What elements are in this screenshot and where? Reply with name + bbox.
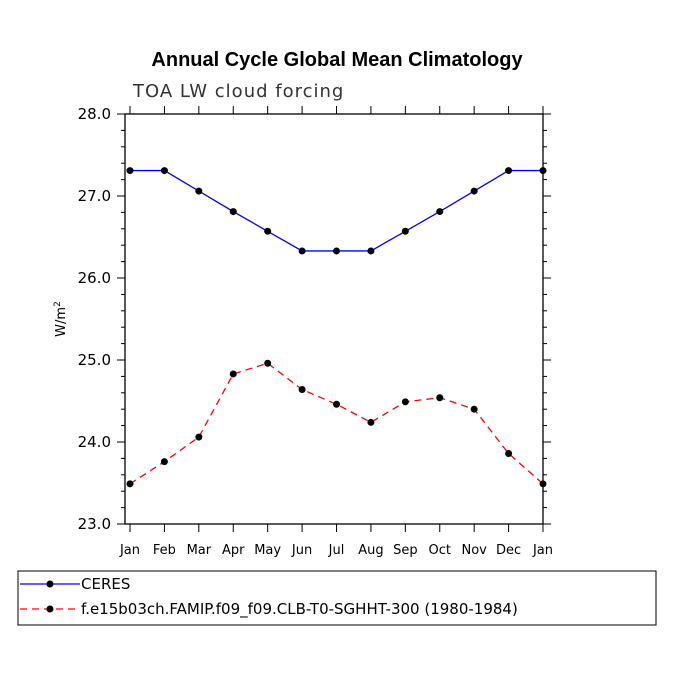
data-point-1	[401, 398, 409, 406]
data-point-1	[505, 449, 513, 457]
y-tick-label: 24.0	[78, 433, 111, 451]
x-tick-label: May	[254, 543, 281, 558]
data-point-0	[333, 247, 340, 255]
legend-box	[17, 570, 657, 626]
legend: CERES f.e15b03ch.FAMIP.f09_f09.CLB-T0-SG…	[17, 570, 657, 626]
data-point-0	[367, 247, 375, 255]
x-tick-label: Jun	[291, 543, 312, 558]
y-tick-label: 26.0	[78, 269, 111, 287]
data-point-1	[298, 386, 306, 394]
data-point-0	[539, 167, 547, 175]
y-tick-label: 25.0	[78, 351, 111, 369]
data-point-1	[333, 400, 340, 408]
data-point-1	[264, 359, 272, 367]
data-point-0	[298, 247, 306, 255]
x-tick-label: Apr	[222, 543, 245, 558]
chart-title: Annual Cycle Global Mean Climatology	[151, 49, 523, 71]
data-point-0	[436, 208, 444, 216]
legend-marker-ceres	[46, 580, 54, 588]
data-point-1	[229, 370, 237, 378]
y-tick-label: 27.0	[78, 187, 111, 205]
data-point-1	[160, 458, 168, 466]
data-point-1	[367, 418, 375, 426]
y-tick-label: 28.0	[78, 105, 111, 123]
x-tick-label: Mar	[187, 543, 212, 558]
y-axis: 23.0 24.0 25.0 26.0 27.0 28.0	[78, 105, 551, 533]
data-point-1	[126, 480, 134, 488]
legend-marker-model	[46, 605, 54, 613]
legend-label-model: f.e15b03ch.FAMIP.f09_f09.CLB-T0-SGHHT-30…	[81, 600, 518, 619]
y-tick-label: 23.0	[78, 515, 111, 533]
data-point-0	[470, 187, 478, 195]
x-tick-label: Dec	[496, 543, 521, 558]
data-point-1	[436, 394, 444, 402]
x-tick-label: Oct	[429, 543, 451, 558]
data-point-1	[470, 405, 478, 413]
y-axis-label: W/m2	[53, 301, 69, 337]
data-point-0	[505, 167, 513, 175]
chart-subtitle: TOA LW cloud forcing	[132, 81, 344, 102]
data-point-0	[195, 187, 203, 195]
data-point-0	[160, 167, 168, 175]
data-point-0	[264, 227, 272, 235]
x-tick-label: Aug	[358, 543, 383, 558]
data-point-0	[126, 167, 134, 175]
x-axis: Jan Feb Mar Apr May Jun Jul Aug Sep Oct Nov Dec Jan	[119, 106, 553, 558]
y-axis-label-superscript: 2	[53, 301, 63, 307]
x-tick-label: Feb	[153, 543, 176, 558]
series-line-1	[129, 362, 544, 485]
y-axis-label-text: W/m	[54, 307, 69, 337]
x-tick-label: Jul	[328, 543, 345, 558]
x-tick-label: Jan	[119, 543, 140, 558]
data-point-0	[229, 208, 237, 216]
data-point-1	[195, 433, 203, 441]
x-tick-label: Nov	[461, 543, 487, 558]
series-line-0	[130, 169, 543, 252]
series-layer	[126, 167, 547, 488]
data-point-0	[401, 227, 409, 235]
x-tick-label: Sep	[393, 543, 418, 558]
plot-frame	[124, 113, 544, 525]
legend-label-ceres: CERES	[81, 575, 130, 593]
data-point-1	[539, 480, 547, 488]
x-tick-label: Jan	[532, 543, 553, 558]
